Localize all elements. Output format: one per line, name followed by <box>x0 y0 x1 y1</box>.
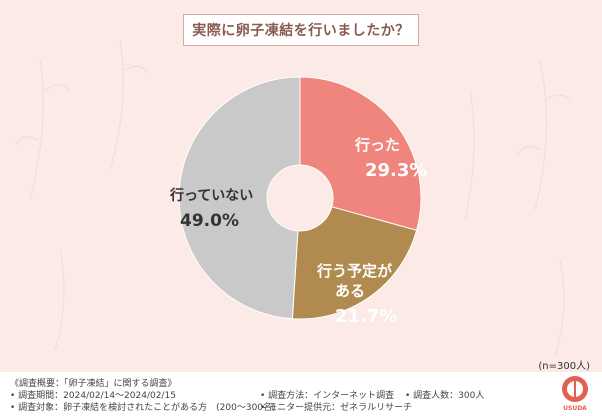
footer-provider: • モニター提供元：ゼネラルリサーチ <box>260 403 413 413</box>
slice-label: ある <box>335 282 365 300</box>
slice-label: 行った <box>354 136 400 154</box>
survey-footer: 《調査概要：「卵子凍結」に関する調査》 • 調査期間：2024/02/14～20… <box>0 372 602 416</box>
company-logo: USUDA <box>558 376 592 415</box>
footer-line: • 調査対象：卵子凍結を検討されたことがある方 (200～300名) <box>10 403 276 413</box>
slice-value-label: 21.7% <box>335 306 397 327</box>
footer-line: • 調査期間：2024/02/14～2024/02/15 <box>10 391 176 401</box>
slice-label: 行っていない <box>169 187 253 204</box>
footer-main-info: 《調査概要：「卵子凍結」に関する調査》 • 調査期間：2024/02/14～20… <box>10 378 276 414</box>
donut-slice <box>291 206 418 320</box>
slice-value-label: 29.3% <box>365 160 427 181</box>
sample-size-note: (n=300人) <box>538 361 590 372</box>
logo-mark-icon <box>562 376 588 402</box>
slice-label: 行う予定が <box>316 262 393 280</box>
chart-title: 実際に卵子凍結を行いましたか？ <box>183 14 419 46</box>
footer-method-col: • 調査方法：インターネット調査 • モニター提供元：ゼネラルリサーチ <box>260 390 412 414</box>
slice-value-label: 49.0% <box>180 211 239 231</box>
footer-count: • 調査人数：300人 <box>405 391 485 401</box>
logo-text: USUDA <box>563 405 587 412</box>
footer-method: • 調査方法：インターネット調査 <box>260 391 395 401</box>
donut-slice <box>178 76 301 320</box>
footer-line: 《調査概要：「卵子凍結」に関する調査》 <box>10 379 177 389</box>
donut-slice <box>299 76 422 231</box>
footer-count-col: • 調査人数：300人 <box>405 390 484 402</box>
